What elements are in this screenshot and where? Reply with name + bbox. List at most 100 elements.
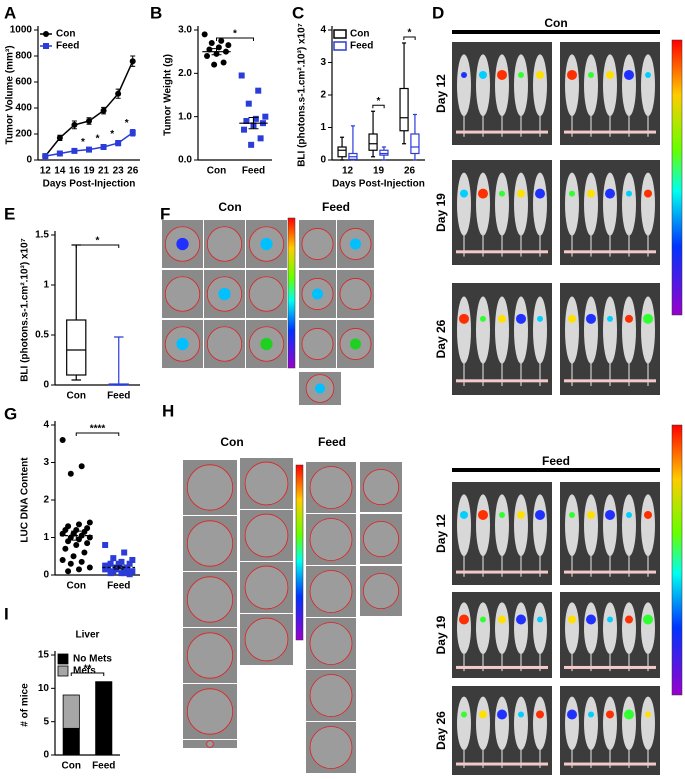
annotation: * [125, 118, 129, 129]
annotation: * [233, 29, 237, 40]
mouse [476, 296, 490, 364]
mouse [476, 494, 490, 557]
marker [86, 146, 92, 153]
marker [56, 150, 63, 157]
mouse [457, 172, 471, 236]
marker [86, 118, 92, 124]
signal [624, 69, 634, 80]
dish [309, 622, 353, 665]
legend-swatch [333, 29, 347, 39]
mouse [603, 696, 617, 751]
mouse [495, 296, 509, 364]
whisker [412, 113, 417, 161]
marker [75, 566, 82, 573]
signal [478, 188, 488, 199]
legend-label: Con [56, 29, 75, 40]
signal [624, 709, 634, 720]
mouse [565, 494, 579, 557]
significance-bracket [75, 244, 120, 248]
marker [115, 90, 122, 97]
y-tick-label: 1 [320, 122, 326, 133]
mouse [476, 172, 490, 236]
marker [248, 141, 255, 148]
x-tick-label: 12 [342, 166, 354, 177]
panel-letter: B [150, 3, 162, 22]
marker [86, 564, 93, 571]
marker [241, 126, 248, 133]
signal [645, 711, 651, 718]
mouse [533, 296, 547, 364]
marker [206, 46, 213, 53]
signal [643, 313, 653, 324]
whisker [402, 42, 407, 145]
marker [243, 118, 250, 124]
marker [70, 553, 77, 560]
mouse [495, 602, 509, 654]
mouse [603, 54, 617, 117]
colorbar [671, 39, 683, 316]
legend-swatch [57, 653, 69, 665]
y-tick-label: 2 [320, 90, 326, 101]
mouse [457, 696, 471, 751]
box [410, 133, 420, 155]
annotation: * [96, 134, 100, 145]
marker [218, 37, 225, 44]
mouse [457, 602, 471, 654]
y-axis-label: LUC DNA Content [20, 457, 31, 543]
mouse [514, 602, 528, 654]
annotation: * [110, 129, 114, 140]
marker [65, 538, 72, 545]
mouse [533, 696, 547, 751]
mouse [565, 296, 579, 364]
annotation: **** [90, 424, 106, 435]
day-label: Day 12 [434, 74, 448, 113]
marker [129, 557, 136, 563]
signal [516, 614, 526, 625]
y-axis-label: # of mice [20, 683, 31, 727]
marker [78, 463, 85, 470]
x-tick-label: Feed [242, 166, 265, 177]
mouse [514, 54, 528, 117]
dish [248, 276, 285, 312]
box [379, 149, 389, 156]
marker [245, 100, 252, 107]
y-tick-label: 0.5 [35, 330, 49, 341]
annotation: * [408, 28, 412, 39]
y-tick-label: 400 [15, 103, 32, 114]
marker [59, 437, 66, 443]
mouse [622, 494, 636, 557]
mouse [584, 696, 598, 751]
signal [498, 615, 506, 624]
x-tick-label: Con [207, 166, 226, 177]
panel-letter: C [292, 3, 304, 22]
panel-letter: F [160, 204, 170, 223]
panel-letter: D [432, 3, 444, 22]
mouse [533, 494, 547, 557]
mouse [514, 494, 528, 557]
legend-label: Feed [56, 41, 79, 52]
y-tick-label: 1000 [10, 25, 33, 36]
bar-segment [95, 681, 113, 756]
mouse [603, 494, 617, 557]
signal [461, 711, 467, 718]
mouse [514, 296, 528, 364]
signal [535, 188, 545, 199]
annotation: * [96, 236, 100, 247]
group-label: Con [220, 435, 243, 449]
marker [126, 560, 133, 567]
dish [309, 674, 353, 717]
marker [129, 58, 136, 65]
y-tick-label: 0 [43, 380, 49, 391]
significance-bracket [70, 672, 105, 676]
marker [262, 113, 269, 120]
signal [498, 314, 506, 323]
signal [459, 313, 469, 324]
x-axis-label: Days Post-Injection [332, 179, 425, 190]
whisker [113, 336, 124, 386]
y-tick-label: 3.0 [178, 25, 192, 36]
marker [43, 31, 49, 37]
dish [186, 632, 234, 679]
mouse [603, 296, 617, 364]
label-strip [564, 762, 656, 766]
dish [309, 570, 353, 613]
